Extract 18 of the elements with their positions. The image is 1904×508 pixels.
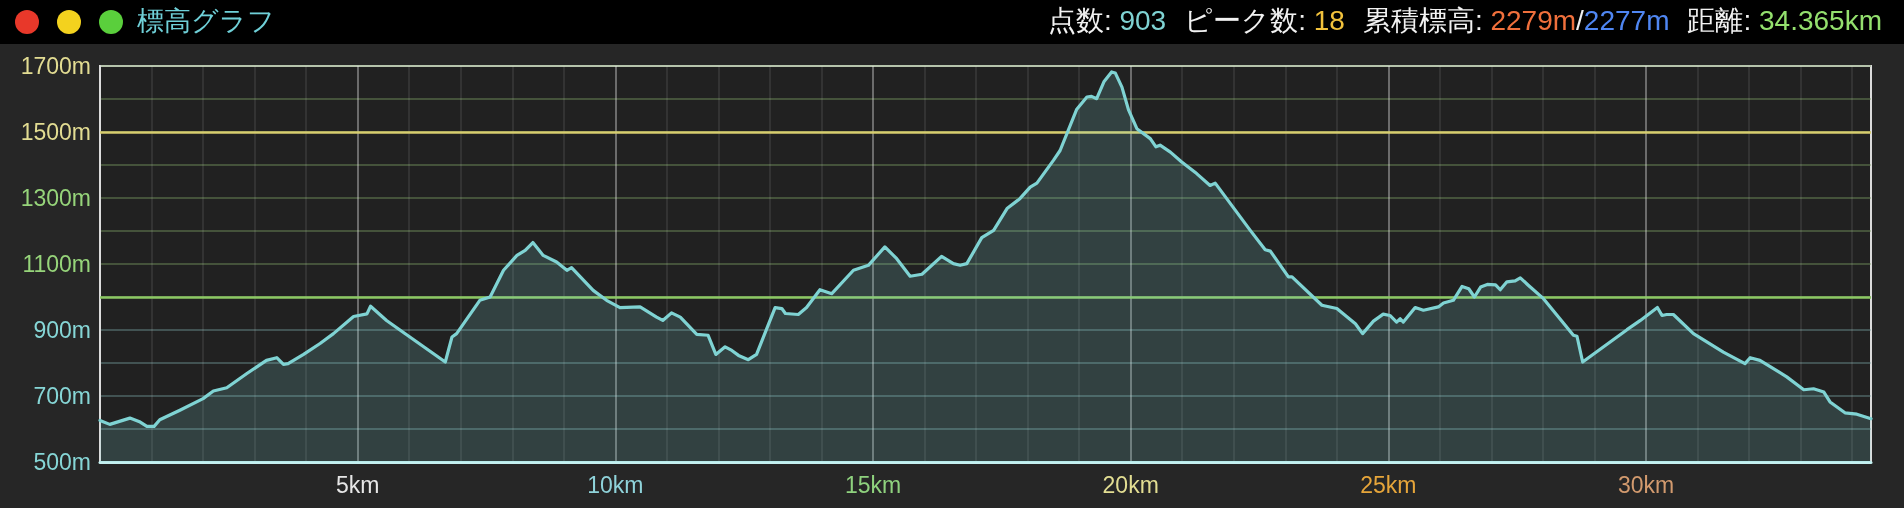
text: ピーク数: 18 — [1184, 5, 1345, 36]
y-tick-label: 1500m — [20, 119, 91, 145]
text: 点数: 903 — [1047, 5, 1167, 36]
y-tick-label: 700m — [33, 383, 91, 409]
y-tick-label: 500m — [33, 449, 91, 475]
chart-title: 標高グラフ — [137, 5, 275, 38]
x-tick-label: 10km — [587, 471, 644, 498]
y-tick-label: 1300m — [20, 185, 91, 211]
x-tick-label: 5km — [335, 471, 380, 498]
x-tick-label: 20km — [1102, 471, 1159, 498]
y-tick-label: 1700m — [20, 53, 91, 79]
x-tick-label: 15km — [844, 471, 902, 498]
y-tick-label: 900m — [33, 317, 91, 343]
y-tick-label: 1100m — [22, 251, 91, 277]
x-tick-label: 25km — [1360, 471, 1417, 498]
x-tick-label: 30km — [1617, 471, 1675, 498]
text: 距離: 34.365km — [1687, 5, 1882, 36]
text: 累積標高: 2279m/2277m — [1362, 5, 1670, 36]
